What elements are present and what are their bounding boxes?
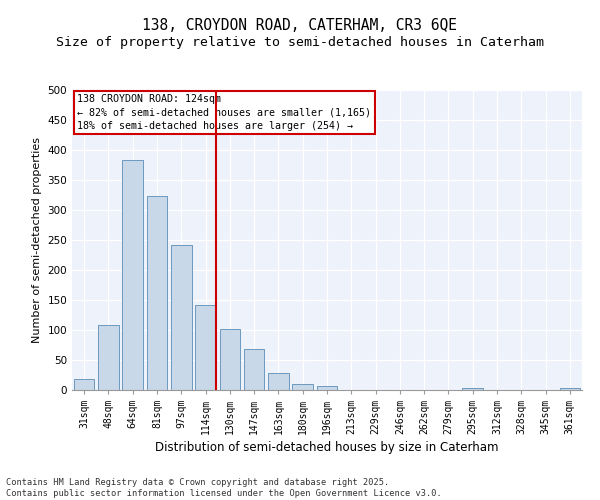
Text: 138, CROYDON ROAD, CATERHAM, CR3 6QE: 138, CROYDON ROAD, CATERHAM, CR3 6QE bbox=[143, 18, 458, 32]
Bar bbox=[463, 388, 483, 390]
Bar bbox=[146, 196, 167, 390]
Bar bbox=[98, 325, 119, 390]
Text: Contains HM Land Registry data © Crown copyright and database right 2025.
Contai: Contains HM Land Registry data © Crown c… bbox=[6, 478, 442, 498]
X-axis label: Distribution of semi-detached houses by size in Caterham: Distribution of semi-detached houses by … bbox=[155, 441, 499, 454]
Bar bbox=[171, 246, 191, 390]
Bar bbox=[122, 160, 143, 390]
Text: 138 CROYDON ROAD: 124sqm
← 82% of semi-detached houses are smaller (1,165)
18% o: 138 CROYDON ROAD: 124sqm ← 82% of semi-d… bbox=[77, 94, 371, 131]
Bar bbox=[268, 372, 289, 390]
Bar bbox=[317, 386, 337, 390]
Y-axis label: Number of semi-detached properties: Number of semi-detached properties bbox=[32, 137, 42, 343]
Bar bbox=[292, 384, 313, 390]
Bar bbox=[244, 349, 265, 390]
Text: Size of property relative to semi-detached houses in Caterham: Size of property relative to semi-detach… bbox=[56, 36, 544, 49]
Bar bbox=[560, 388, 580, 390]
Bar bbox=[195, 306, 216, 390]
Bar bbox=[74, 378, 94, 390]
Bar bbox=[220, 330, 240, 390]
